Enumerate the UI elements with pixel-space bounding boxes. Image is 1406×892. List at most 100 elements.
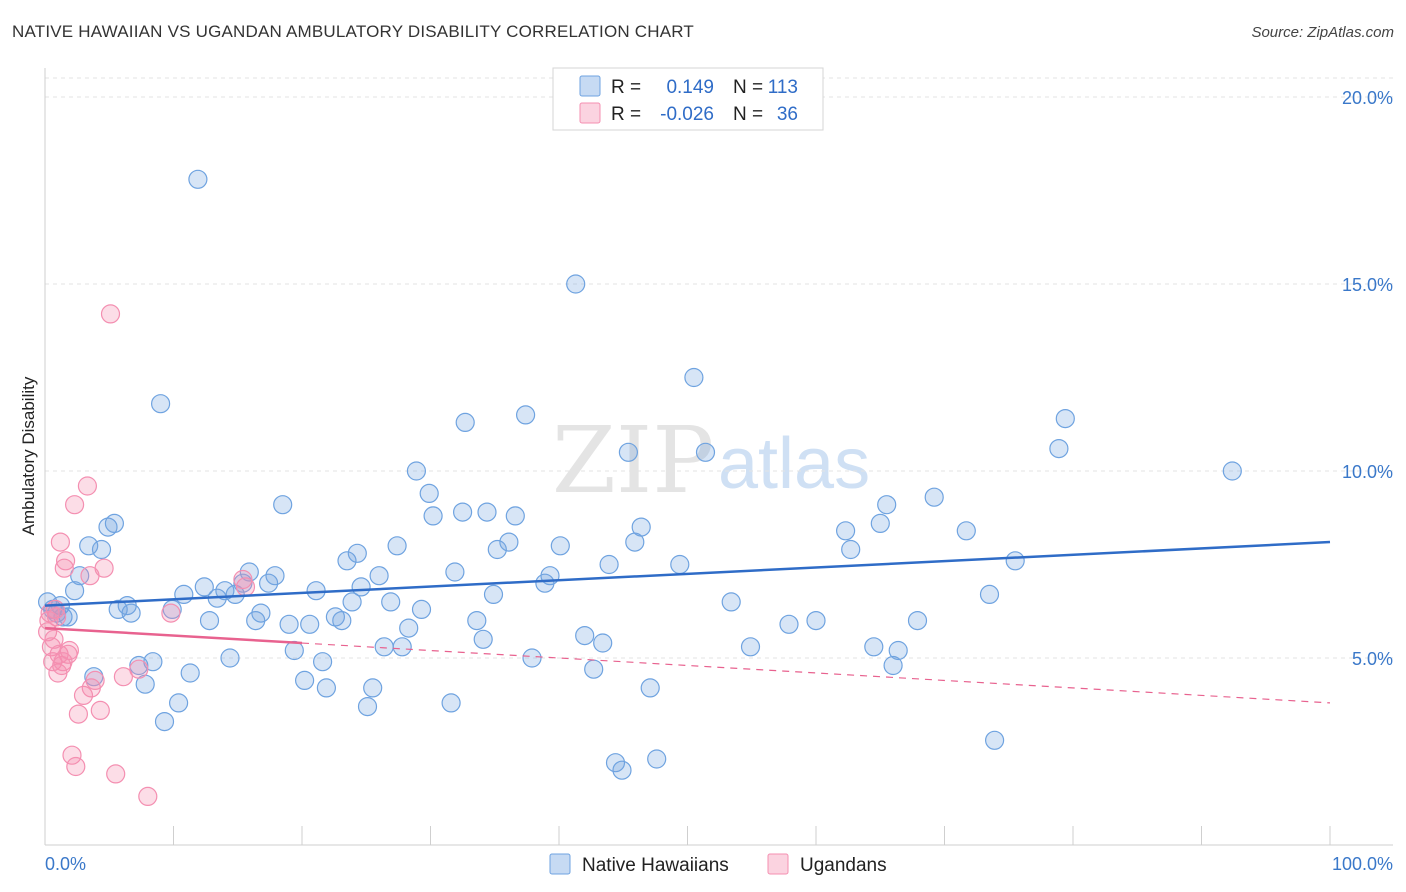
data-point[interactable] (79, 536, 99, 556)
data-point[interactable] (351, 577, 371, 597)
data-point[interactable] (721, 592, 741, 612)
data-point[interactable] (70, 566, 90, 586)
data-point[interactable] (883, 655, 903, 676)
data-point[interactable] (575, 625, 595, 646)
data-point[interactable] (313, 652, 333, 672)
data-point[interactable] (300, 614, 320, 634)
data-point[interactable] (233, 569, 253, 590)
data-point[interactable] (41, 637, 62, 657)
data-point[interactable] (870, 513, 890, 534)
data-point[interactable] (259, 573, 279, 593)
data-point[interactable] (265, 566, 285, 586)
data-point[interactable] (406, 461, 426, 481)
data-point[interactable] (151, 394, 171, 414)
data-point[interactable] (113, 667, 134, 687)
data-point[interactable] (39, 610, 59, 631)
data-point[interactable] (979, 584, 1000, 605)
data-point[interactable] (515, 405, 536, 425)
data-point[interactable] (161, 603, 181, 623)
data-point[interactable] (169, 693, 189, 713)
data-point[interactable] (325, 607, 345, 627)
data-point[interactable] (68, 704, 89, 724)
data-point[interactable] (453, 502, 473, 522)
data-point[interactable] (357, 696, 378, 717)
data-point[interactable] (1005, 551, 1025, 571)
data-point[interactable] (381, 592, 401, 612)
data-point[interactable] (473, 629, 493, 649)
data-point[interactable] (121, 603, 141, 623)
data-point[interactable] (1222, 461, 1242, 481)
data-point[interactable] (106, 764, 126, 784)
data-point[interactable] (806, 610, 826, 631)
data-point[interactable] (477, 502, 497, 522)
data-point[interactable] (85, 670, 105, 691)
data-point[interactable] (445, 562, 465, 582)
data-point[interactable] (347, 543, 367, 563)
data-point[interactable] (392, 637, 412, 657)
data-point[interactable] (487, 539, 507, 560)
data-point[interactable] (174, 584, 194, 605)
data-point[interactable] (924, 487, 944, 507)
data-point[interactable] (566, 274, 586, 294)
data-point[interactable] (44, 629, 64, 649)
data-point[interactable] (337, 551, 357, 571)
data-point[interactable] (91, 539, 112, 560)
data-point[interactable] (104, 513, 125, 534)
data-point[interactable] (779, 614, 799, 634)
data-point[interactable] (670, 554, 690, 575)
data-point[interactable] (77, 476, 98, 496)
data-point[interactable] (129, 659, 149, 679)
data-point[interactable] (66, 756, 86, 777)
data-point[interactable] (188, 169, 208, 189)
data-point[interactable] (888, 640, 908, 661)
data-point[interactable] (841, 539, 861, 560)
data-point[interactable] (631, 517, 651, 537)
data-point[interactable] (505, 506, 525, 526)
data-point[interactable] (73, 685, 94, 706)
data-point[interactable] (593, 633, 613, 653)
data-point[interactable] (62, 745, 82, 765)
data-point[interactable] (1055, 409, 1075, 429)
data-point[interactable] (419, 483, 439, 503)
data-point[interactable] (316, 678, 336, 698)
data-point[interactable] (441, 693, 461, 713)
data-point[interactable] (342, 592, 362, 612)
data-point[interactable] (374, 637, 394, 657)
data-point[interactable] (199, 610, 220, 631)
data-point[interactable] (332, 610, 352, 631)
data-point[interactable] (956, 521, 976, 541)
data-point[interactable] (640, 678, 660, 698)
data-point[interactable] (467, 610, 487, 631)
data-point[interactable] (251, 603, 271, 623)
data-point[interactable] (295, 670, 315, 691)
data-point[interactable] (90, 700, 110, 721)
data-point[interactable] (605, 753, 626, 773)
data-point[interactable] (363, 678, 383, 698)
data-point[interactable] (55, 551, 76, 571)
data-point[interactable] (483, 584, 504, 605)
data-point[interactable] (138, 786, 158, 807)
data-point[interactable] (50, 532, 71, 552)
data-point[interactable] (387, 536, 407, 556)
data-point[interactable] (684, 367, 704, 388)
data-point[interactable] (94, 558, 114, 578)
data-point[interactable] (194, 577, 214, 597)
data-point[interactable] (369, 566, 389, 586)
data-point[interactable] (64, 495, 85, 515)
data-point[interactable] (154, 711, 175, 732)
data-point[interactable] (612, 760, 632, 780)
data-point[interactable] (740, 637, 761, 657)
data-point[interactable] (100, 304, 121, 324)
data-point[interactable] (98, 517, 118, 537)
data-point[interactable] (647, 749, 667, 769)
data-point[interactable] (239, 562, 259, 582)
data-point[interactable] (984, 730, 1005, 750)
data-point[interactable] (864, 637, 884, 657)
data-point[interactable] (835, 521, 856, 541)
data-point[interactable] (59, 640, 80, 661)
data-point[interactable] (399, 618, 419, 638)
data-point[interactable] (695, 442, 716, 462)
data-point[interactable] (1049, 439, 1069, 459)
data-point[interactable] (584, 659, 604, 679)
data-point[interactable] (235, 577, 256, 597)
